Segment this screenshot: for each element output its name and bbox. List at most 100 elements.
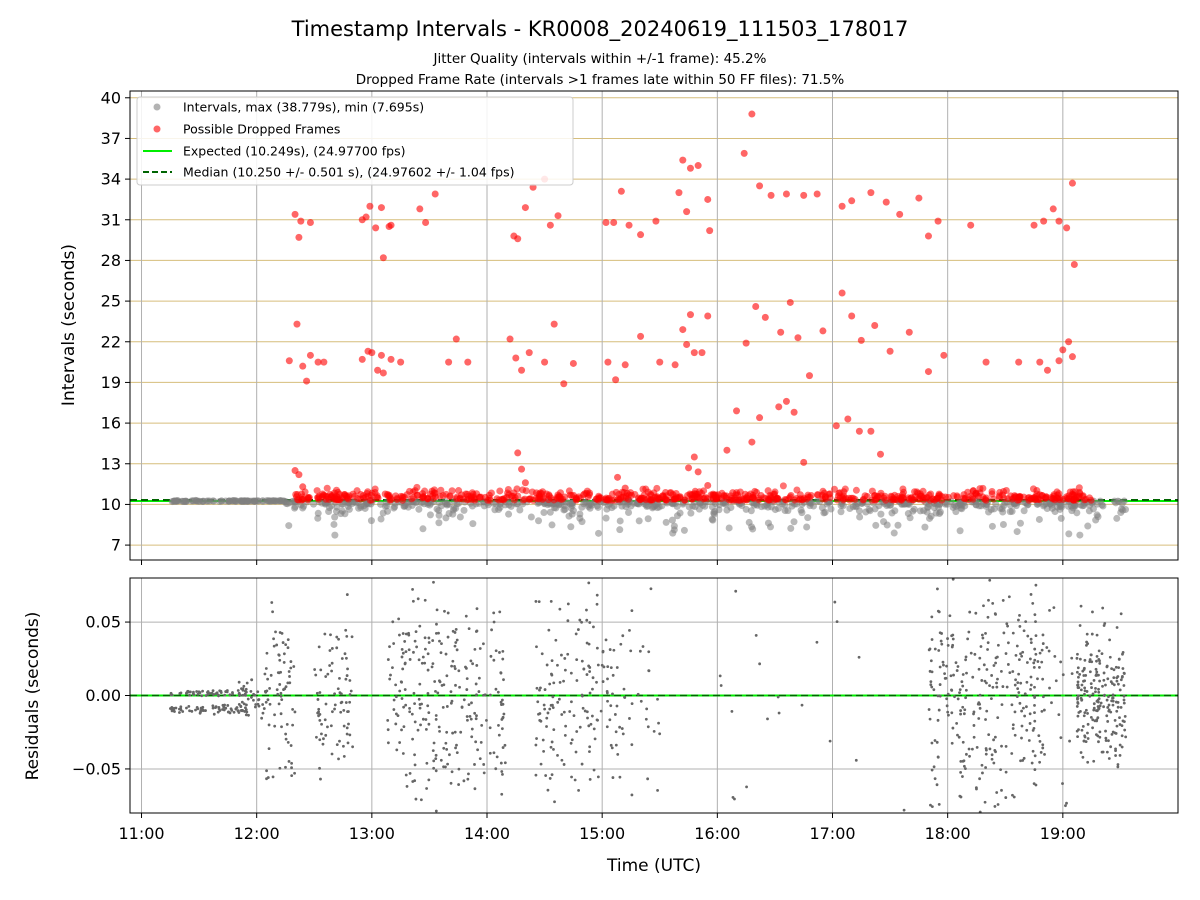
dropped-frame-point (698, 489, 706, 497)
residual-point (246, 697, 250, 701)
residual-point (260, 716, 264, 720)
residual-point (460, 705, 464, 709)
residual-point (342, 724, 346, 728)
residual-point (930, 685, 934, 689)
residual-point (1033, 658, 1037, 662)
dropped-frame-point (653, 484, 661, 492)
dropped-frame-point (733, 489, 741, 497)
dropped-frame-point (748, 438, 756, 446)
dropped-frame-point (653, 495, 661, 503)
residual-point (215, 691, 219, 695)
residual-point (1020, 736, 1023, 740)
residual-point (478, 757, 482, 760)
interval-point (1098, 501, 1106, 509)
residual-point (413, 720, 417, 724)
residual-point (570, 700, 573, 704)
residual-point (1033, 719, 1037, 723)
residual-point (1018, 614, 1021, 617)
residual-point (1000, 744, 1003, 748)
residual-point (499, 761, 503, 765)
residual-point (994, 750, 997, 754)
residual-point (550, 672, 553, 676)
residual-point (1092, 708, 1096, 712)
residual-point (438, 679, 441, 683)
dropped-frame-point (668, 495, 676, 503)
residual-point (1029, 687, 1032, 691)
residual-point (434, 769, 438, 773)
interval-point (827, 505, 835, 513)
dropped-frame-point (899, 494, 907, 502)
dropped-frame-point (416, 205, 424, 213)
residual-point (1032, 782, 1036, 786)
residual-point (996, 803, 1000, 806)
residual-point (961, 740, 965, 744)
residual-point (1116, 763, 1120, 766)
residual-point (316, 711, 320, 715)
residual-point (1098, 679, 1102, 683)
residual-point (458, 685, 461, 689)
interval-point (216, 497, 224, 505)
interval-point (238, 497, 246, 505)
residual-point (534, 743, 538, 747)
interval-point (961, 502, 969, 510)
residual-point (286, 638, 290, 641)
dropped-frame-point (409, 494, 417, 502)
residual-point (1011, 727, 1015, 730)
residual-point (315, 735, 318, 739)
residual-point (609, 666, 613, 670)
residual-point (330, 661, 334, 665)
residual-point (936, 718, 940, 722)
residual-point (392, 708, 396, 711)
residual-point (1116, 675, 1120, 678)
residual-point (1011, 723, 1015, 727)
residual-point (351, 745, 355, 749)
residual-point (593, 737, 597, 741)
residual-point (250, 678, 254, 682)
residual-point (542, 749, 546, 753)
residual-point (971, 675, 975, 679)
interval-point (723, 506, 731, 514)
residual-point (936, 587, 939, 591)
residual-point (945, 697, 949, 701)
residual-point (601, 649, 605, 653)
residual-point (502, 678, 505, 682)
residual-point (204, 694, 208, 697)
residual-point (1082, 679, 1085, 683)
dropped-frame-point (1079, 492, 1087, 500)
interval-point (330, 520, 338, 528)
dropped-frame-point (733, 407, 741, 415)
residual-point (964, 696, 968, 700)
residual-point (545, 725, 548, 728)
residual-point (1005, 685, 1009, 689)
legend-label-expected: Expected (10.249s), (24.97700 fps) (183, 144, 405, 159)
residual-point (560, 758, 564, 762)
dropped-frame-point (871, 322, 879, 329)
residual-point (1041, 746, 1045, 750)
residual-point (1079, 604, 1083, 608)
residual-point (400, 647, 404, 651)
residual-point (1033, 647, 1037, 651)
interval-point (496, 504, 504, 512)
interval-point (851, 502, 859, 510)
residual-point (1089, 715, 1093, 719)
residual-point (1041, 633, 1045, 637)
residual-point (498, 651, 501, 654)
residual-point (942, 663, 945, 667)
residual-point (649, 587, 653, 591)
residual-point (1075, 670, 1079, 674)
residual-point (236, 689, 240, 692)
residual-point (253, 705, 257, 709)
interval-point (540, 509, 548, 517)
residual-point (499, 700, 503, 704)
residual-point (1090, 632, 1094, 636)
residual-point (978, 656, 982, 660)
residual-point (1085, 632, 1089, 636)
residual-point (245, 710, 249, 714)
residual-point (938, 694, 942, 698)
residual-point (445, 747, 449, 751)
residual-point (1065, 801, 1068, 805)
residual-point (268, 687, 271, 690)
interval-point (1016, 519, 1024, 527)
residual-point (444, 652, 448, 656)
residual-point (432, 759, 436, 763)
